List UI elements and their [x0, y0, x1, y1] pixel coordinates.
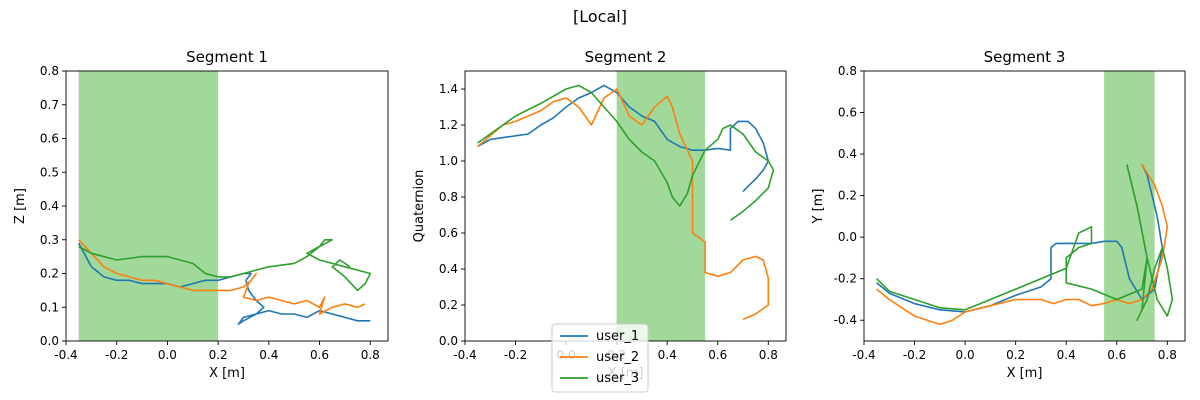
- y-tick-label: 0.6: [838, 106, 857, 120]
- y-tick-label: 0.7: [40, 98, 59, 112]
- y-tick-label: 0.0: [40, 334, 59, 348]
- y-axis-label: Z [m]: [13, 188, 28, 224]
- y-tick-label: 0.0: [838, 230, 857, 244]
- panel-title: Segment 1: [186, 48, 268, 66]
- y-tick-label: 0.4: [838, 147, 857, 161]
- y-tick-label: 0.8: [838, 64, 857, 78]
- y-tick-label: 0.2: [439, 298, 458, 312]
- series-line-user_2: [477, 88, 770, 321]
- y-tick-label: -0.2: [834, 272, 857, 286]
- legend: user_1 user_2 user_3: [551, 323, 649, 393]
- y-tick-label: 0.8: [439, 190, 458, 204]
- x-tick-label: -0.2: [903, 348, 926, 362]
- y-tick-label: 0.2: [40, 267, 59, 281]
- series-line-user_1: [77, 242, 371, 325]
- y-tick-label: 0.6: [40, 132, 59, 146]
- x-tick-label: 0.4: [259, 348, 278, 362]
- series-line-user_2: [78, 239, 366, 315]
- x-tick-label: 0.6: [1107, 348, 1126, 362]
- series-line-user_1: [477, 84, 770, 193]
- y-tick-label: 0.5: [40, 165, 59, 179]
- x-tick-label: 0.2: [209, 348, 228, 362]
- y-tick-label: 0.8: [40, 64, 59, 78]
- axes-frame: [863, 70, 1186, 342]
- x-tick-label: -0.4: [852, 348, 875, 362]
- y-tick-label: 0.4: [439, 262, 458, 276]
- x-tick-label: -0.2: [105, 348, 128, 362]
- segment-panel-3: -0.4 -0.2 0.0 0.2 0.4 0.6 0.8 -0.4 -0.2 0.0 0.2 0.4…: [811, 48, 1186, 381]
- y-tick-label: 1.0: [439, 154, 458, 168]
- series-line-user_3: [477, 84, 775, 222]
- series-line-user_3: [876, 164, 1174, 322]
- highlight-band: [78, 71, 219, 341]
- y-axis-label: Y [m]: [811, 189, 826, 225]
- y-tick-label: 0.6: [439, 226, 458, 240]
- y-tick-label: 0.1: [40, 300, 59, 314]
- x-tick-label: 0.8: [1158, 348, 1177, 362]
- x-tick-label: 0.0: [158, 348, 177, 362]
- x-tick-label: 0.6: [708, 348, 727, 362]
- series-line-user_1: [876, 164, 1164, 313]
- x-tick-label: -0.4: [453, 348, 476, 362]
- legend-label-user_2: user_2: [596, 350, 639, 365]
- highlight-band: [616, 71, 706, 341]
- x-tick-label: 0.6: [310, 348, 329, 362]
- series-line-user_2: [876, 164, 1169, 326]
- x-tick-label: 0.0: [956, 348, 975, 362]
- panel-title: Segment 3: [984, 48, 1066, 66]
- legend-box: [551, 323, 649, 393]
- y-tick-label: 0.3: [40, 233, 59, 247]
- y-tick-label: 1.2: [439, 118, 458, 132]
- x-tick-label: -0.4: [54, 348, 77, 362]
- panel-title: Segment 2: [585, 48, 667, 66]
- x-tick-label: 0.2: [1006, 348, 1025, 362]
- figure-suptitle: [Local]: [573, 7, 627, 26]
- x-tick-label: 0.4: [658, 348, 677, 362]
- series-line-user_3: [78, 239, 372, 292]
- y-tick-label: 1.4: [439, 82, 458, 96]
- legend-label-user_1: user_1: [596, 329, 639, 344]
- y-tick-label: 0.4: [40, 199, 59, 213]
- x-tick-label: 0.8: [361, 348, 380, 362]
- x-tick-label: 0.4: [1057, 348, 1076, 362]
- y-tick-label: -0.4: [834, 313, 857, 327]
- x-tick-label: 0.8: [759, 348, 778, 362]
- x-axis-label: X [m]: [1007, 366, 1043, 381]
- legend-label-user_3: user_3: [596, 371, 639, 386]
- y-axis-label: Quaternion: [412, 170, 427, 243]
- y-tick-label: 0.2: [838, 189, 857, 203]
- segment-panel-1: -0.4 -0.2 0.0 0.2 0.4 0.6 0.8 0.0 0.1 0.2 0.3 0.4 0.…: [13, 48, 389, 381]
- x-tick-label: -0.2: [504, 348, 527, 362]
- y-tick-label: 0.0: [439, 334, 458, 348]
- x-axis-label: X [m]: [209, 366, 245, 381]
